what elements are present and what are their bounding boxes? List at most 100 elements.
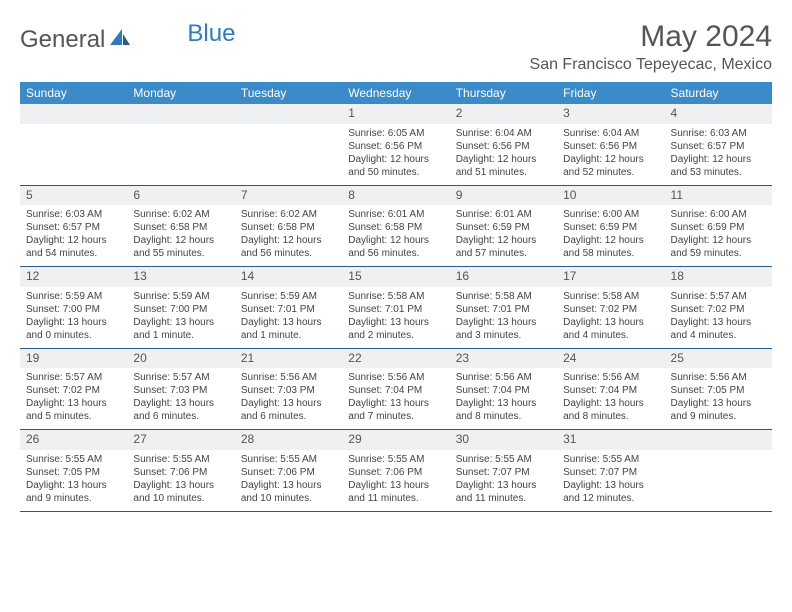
sunrise-text: Sunrise: 5:57 AM: [133, 371, 228, 384]
day-body: Sunrise: 5:55 AMSunset: 7:06 PMDaylight:…: [342, 450, 449, 511]
day-body: Sunrise: 5:55 AMSunset: 7:05 PMDaylight:…: [20, 450, 127, 511]
daylight-line1: Daylight: 12 hours: [241, 234, 336, 247]
day-body: Sunrise: 6:04 AMSunset: 6:56 PMDaylight:…: [557, 124, 664, 185]
day-number: 6: [127, 186, 234, 206]
sunset-text: Sunset: 7:01 PM: [456, 303, 551, 316]
day-number: 23: [450, 349, 557, 369]
sunrise-text: Sunrise: 6:03 AM: [671, 127, 766, 140]
calendar-day-cell: [235, 104, 342, 185]
daylight-line1: Daylight: 13 hours: [133, 316, 228, 329]
daylight-line1: Daylight: 12 hours: [348, 153, 443, 166]
day-body: Sunrise: 5:57 AMSunset: 7:03 PMDaylight:…: [127, 368, 234, 429]
daylight-line1: Daylight: 13 hours: [348, 479, 443, 492]
calendar-week-row: 19Sunrise: 5:57 AMSunset: 7:02 PMDayligh…: [20, 348, 772, 430]
daylight-line1: Daylight: 13 hours: [26, 397, 121, 410]
day-body: Sunrise: 5:56 AMSunset: 7:05 PMDaylight:…: [665, 368, 772, 429]
daylight-line2: and 51 minutes.: [456, 166, 551, 179]
sunrise-text: Sunrise: 6:03 AM: [26, 208, 121, 221]
calendar-day-cell: 22Sunrise: 5:56 AMSunset: 7:04 PMDayligh…: [342, 348, 449, 430]
day-body: [20, 124, 127, 185]
daylight-line1: Daylight: 12 hours: [563, 153, 658, 166]
weekday-sunday: Sunday: [20, 82, 127, 104]
day-body: Sunrise: 5:58 AMSunset: 7:02 PMDaylight:…: [557, 287, 664, 348]
day-body: Sunrise: 5:59 AMSunset: 7:00 PMDaylight:…: [127, 287, 234, 348]
daylight-line2: and 55 minutes.: [133, 247, 228, 260]
day-number: 14: [235, 267, 342, 287]
day-body: Sunrise: 6:02 AMSunset: 6:58 PMDaylight:…: [127, 205, 234, 266]
sunrise-text: Sunrise: 5:58 AM: [563, 290, 658, 303]
daylight-line1: Daylight: 13 hours: [348, 397, 443, 410]
sunrise-text: Sunrise: 5:59 AM: [26, 290, 121, 303]
day-number: 26: [20, 430, 127, 450]
day-number: 29: [342, 430, 449, 450]
daylight-line1: Daylight: 12 hours: [456, 234, 551, 247]
calendar-day-cell: 17Sunrise: 5:58 AMSunset: 7:02 PMDayligh…: [557, 267, 664, 349]
day-number: 7: [235, 186, 342, 206]
sunrise-text: Sunrise: 6:05 AM: [348, 127, 443, 140]
calendar-day-cell: 8Sunrise: 6:01 AMSunset: 6:58 PMDaylight…: [342, 185, 449, 267]
daylight-line1: Daylight: 12 hours: [563, 234, 658, 247]
sunrise-text: Sunrise: 5:55 AM: [26, 453, 121, 466]
title-block: May 2024 San Francisco Tepeyecac, Mexico: [530, 20, 772, 74]
daylight-line1: Daylight: 12 hours: [133, 234, 228, 247]
sunset-text: Sunset: 7:00 PM: [26, 303, 121, 316]
day-body: [235, 124, 342, 185]
day-number: 10: [557, 186, 664, 206]
calendar-day-cell: 1Sunrise: 6:05 AMSunset: 6:56 PMDaylight…: [342, 104, 449, 185]
daylight-line2: and 50 minutes.: [348, 166, 443, 179]
daylight-line1: Daylight: 13 hours: [241, 479, 336, 492]
daylight-line2: and 3 minutes.: [456, 329, 551, 342]
sunrise-text: Sunrise: 6:02 AM: [133, 208, 228, 221]
day-body: [665, 450, 772, 511]
calendar-day-cell: 26Sunrise: 5:55 AMSunset: 7:05 PMDayligh…: [20, 430, 127, 512]
day-body: [127, 124, 234, 185]
sunset-text: Sunset: 6:59 PM: [563, 221, 658, 234]
calendar-day-cell: 12Sunrise: 5:59 AMSunset: 7:00 PMDayligh…: [20, 267, 127, 349]
calendar-day-cell: 6Sunrise: 6:02 AMSunset: 6:58 PMDaylight…: [127, 185, 234, 267]
daylight-line2: and 4 minutes.: [671, 329, 766, 342]
calendar-day-cell: 18Sunrise: 5:57 AMSunset: 7:02 PMDayligh…: [665, 267, 772, 349]
daylight-line2: and 0 minutes.: [26, 329, 121, 342]
day-body: Sunrise: 5:55 AMSunset: 7:06 PMDaylight:…: [127, 450, 234, 511]
daylight-line1: Daylight: 13 hours: [456, 397, 551, 410]
sunset-text: Sunset: 7:01 PM: [241, 303, 336, 316]
day-body: Sunrise: 6:04 AMSunset: 6:56 PMDaylight:…: [450, 124, 557, 185]
calendar-day-cell: 7 Sunrise: 6:02 AMSunset: 6:58 PMDaylight…: [235, 185, 342, 267]
calendar-week-row: 5Sunrise: 6:03 AMSunset: 6:57 PMDaylight…: [20, 185, 772, 267]
calendar-day-cell: 27Sunrise: 5:55 AMSunset: 7:06 PMDayligh…: [127, 430, 234, 512]
sunrise-text: Sunrise: 5:56 AM: [671, 371, 766, 384]
day-body: Sunrise: 6:05 AMSunset: 6:56 PMDaylight:…: [342, 124, 449, 185]
day-body: Sunrise: 6:00 AMSunset: 6:59 PMDaylight:…: [557, 205, 664, 266]
sunset-text: Sunset: 7:05 PM: [671, 384, 766, 397]
brand-sail-icon: [109, 28, 131, 53]
sunrise-text: Sunrise: 5:55 AM: [241, 453, 336, 466]
daylight-line1: Daylight: 13 hours: [241, 316, 336, 329]
day-number: 13: [127, 267, 234, 287]
daylight-line1: Daylight: 13 hours: [133, 397, 228, 410]
location-label: San Francisco Tepeyecac, Mexico: [530, 56, 772, 74]
calendar-day-cell: 30Sunrise: 5:55 AMSunset: 7:07 PMDayligh…: [450, 430, 557, 512]
sunrise-text: Sunrise: 5:55 AM: [348, 453, 443, 466]
calendar-table: Sunday Monday Tuesday Wednesday Thursday…: [20, 82, 772, 512]
day-body: Sunrise: 5:59 AMSunset: 7:01 PMDaylight:…: [235, 287, 342, 348]
daylight-line1: Daylight: 13 hours: [563, 397, 658, 410]
brand-name-1: General: [20, 26, 105, 54]
calendar-week-row: 12Sunrise: 5:59 AMSunset: 7:00 PMDayligh…: [20, 267, 772, 349]
sunset-text: Sunset: 6:58 PM: [241, 221, 336, 234]
sunrise-text: Sunrise: 6:02 AM: [241, 208, 336, 221]
day-body: Sunrise: 5:57 AMSunset: 7:02 PMDaylight:…: [20, 368, 127, 429]
calendar-day-cell: 9Sunrise: 6:01 AMSunset: 6:59 PMDaylight…: [450, 185, 557, 267]
sunrise-text: Sunrise: 6:01 AM: [456, 208, 551, 221]
day-number: [20, 104, 127, 124]
daylight-line2: and 56 minutes.: [348, 247, 443, 260]
day-number: [665, 430, 772, 450]
daylight-line2: and 59 minutes.: [671, 247, 766, 260]
daylight-line2: and 1 minute.: [241, 329, 336, 342]
daylight-line2: and 54 minutes.: [26, 247, 121, 260]
calendar-day-cell: 25Sunrise: 5:56 AMSunset: 7:05 PMDayligh…: [665, 348, 772, 430]
calendar-day-cell: 29Sunrise: 5:55 AMSunset: 7:06 PMDayligh…: [342, 430, 449, 512]
day-body: Sunrise: 5:58 AMSunset: 7:01 PMDaylight:…: [342, 287, 449, 348]
month-title: May 2024: [530, 20, 772, 54]
day-body: Sunrise: 5:58 AMSunset: 7:01 PMDaylight:…: [450, 287, 557, 348]
day-body: Sunrise: 5:55 AMSunset: 7:07 PMDaylight:…: [450, 450, 557, 511]
